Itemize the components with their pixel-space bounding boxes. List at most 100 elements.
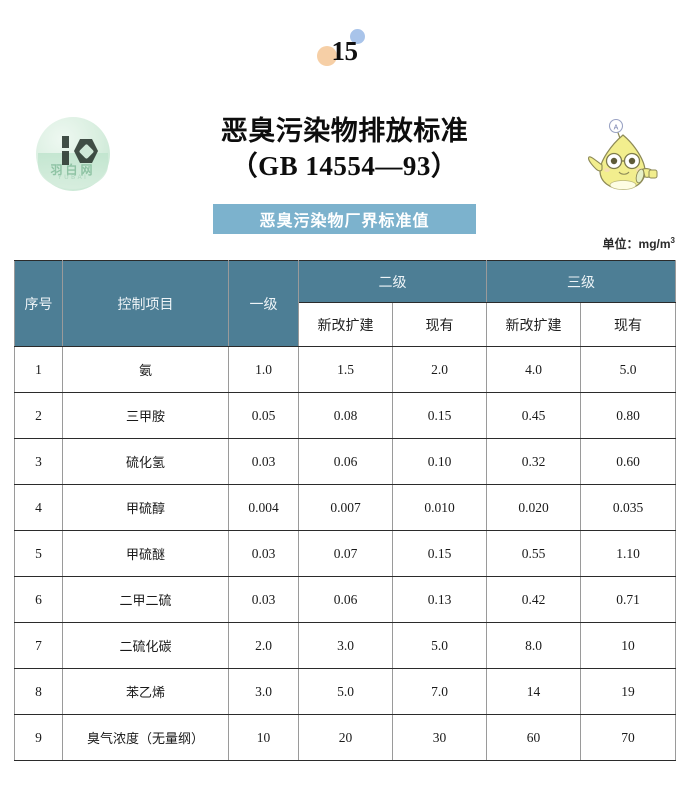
row-level1: 0.03	[228, 576, 299, 623]
row-level3-existing: 1.10	[580, 530, 676, 577]
row-level3-new: 0.45	[486, 392, 581, 439]
col-header-level2-new: 新改扩建	[298, 302, 393, 347]
row-item: 臭气浓度（无量纲）	[62, 714, 229, 761]
table-row: 6 二甲二硫 0.03 0.06 0.13 0.42 0.71	[14, 576, 676, 623]
row-level2-existing: 5.0	[392, 622, 487, 669]
row-level3-existing: 5.0	[580, 346, 676, 393]
badge-orange-circle-icon	[317, 46, 337, 66]
row-level1: 0.03	[228, 438, 299, 485]
row-level1: 3.0	[228, 668, 299, 715]
row-level2-existing: 0.10	[392, 438, 487, 485]
page-number-badge: 15	[0, 24, 689, 70]
row-level2-existing: 2.0	[392, 346, 487, 393]
row-level3-new: 0.42	[486, 576, 581, 623]
row-level3-new: 14	[486, 668, 581, 715]
row-level2-new: 0.06	[298, 438, 393, 485]
row-level3-new: 0.32	[486, 438, 581, 485]
logo-bar-lower-icon	[62, 151, 69, 165]
badge-blue-circle-icon	[350, 29, 365, 44]
row-level3-existing: 10	[580, 622, 676, 669]
row-level2-new: 0.06	[298, 576, 393, 623]
unit-label: 单位：mg/m3	[603, 235, 675, 252]
table-header-row-group: 序号 控制项目 一级 二级 三级	[14, 260, 676, 347]
col-header-level1: 一级	[228, 260, 299, 347]
row-level1: 2.0	[228, 622, 299, 669]
table-row: 1 氨 1.0 1.5 2.0 4.0 5.0	[14, 346, 676, 393]
mascot-svg: A	[588, 118, 658, 190]
row-index: 9	[14, 714, 63, 761]
row-level3-existing: 0.80	[580, 392, 676, 439]
row-item: 甲硫醇	[62, 484, 229, 531]
page-number: 15	[331, 36, 359, 66]
row-level3-new: 0.55	[486, 530, 581, 577]
row-level2-existing: 0.010	[392, 484, 487, 531]
row-level2-existing: 0.15	[392, 530, 487, 577]
col-header-level3: 三级	[486, 260, 676, 303]
table-row: 9 臭气浓度（无量纲） 10 20 30 60 70	[14, 714, 676, 761]
table-row: 7 二硫化碳 2.0 3.0 5.0 8.0 10	[14, 622, 676, 669]
table-header-row-sub: 新改扩建 现有 新改扩建 现有	[15, 302, 676, 347]
col-header-index: 序号	[14, 260, 63, 347]
table-row: 3 硫化氢 0.03 0.06 0.10 0.32 0.60	[14, 438, 676, 485]
row-level2-new: 20	[298, 714, 393, 761]
row-level2-new: 1.5	[298, 346, 393, 393]
row-level2-existing: 30	[392, 714, 487, 761]
row-index: 7	[14, 622, 63, 669]
row-item: 三甲胺	[62, 392, 229, 439]
row-level3-existing: 0.71	[580, 576, 676, 623]
row-level3-existing: 70	[580, 714, 676, 761]
row-index: 8	[14, 668, 63, 715]
section-banner: 恶臭污染物厂界标准值	[213, 204, 476, 234]
col-header-level2: 二级	[298, 260, 487, 303]
standards-table: 序号 控制项目 一级 二级 三级 新改扩建 现有 新改扩建 现有 1 氨 1.0 1.…	[14, 260, 676, 761]
row-level3-new: 8.0	[486, 622, 581, 669]
row-level3-new: 4.0	[486, 346, 581, 393]
table-head: 序号 控制项目 一级 二级 三级 新改扩建 现有 新改扩建 现有	[14, 260, 676, 347]
table-row: 4 甲硫醇 0.004 0.007 0.010 0.020 0.035	[14, 484, 676, 531]
row-level2-new: 0.08	[298, 392, 393, 439]
col-header-level3-existing: 现有	[580, 302, 676, 347]
row-index: 6	[14, 576, 63, 623]
logo-bar-upper-icon	[62, 136, 69, 148]
row-index: 1	[14, 346, 63, 393]
col-header-level2-existing: 现有	[392, 302, 487, 347]
row-index: 5	[14, 530, 63, 577]
title-block: 恶臭污染物排放标准 （GB 14554—93）	[0, 114, 689, 184]
section-banner-label: 恶臭污染物厂界标准值	[259, 213, 430, 230]
row-level2-existing: 0.13	[392, 576, 487, 623]
mascot-illustration: A	[583, 113, 665, 197]
row-item: 二硫化碳	[62, 622, 229, 669]
col-header-item: 控制项目	[62, 260, 229, 347]
row-level2-existing: 7.0	[392, 668, 487, 715]
row-level2-new: 5.0	[298, 668, 393, 715]
row-level2-new: 0.07	[298, 530, 393, 577]
table-row: 2 三甲胺 0.05 0.08 0.15 0.45 0.80	[14, 392, 676, 439]
row-level3-new: 0.020	[486, 484, 581, 531]
row-level3-existing: 0.60	[580, 438, 676, 485]
table-body: 1 氨 1.0 1.5 2.0 4.0 5.0 2 三甲胺 0.05 0.08 0.15 0.45 0.8…	[14, 346, 676, 761]
standards-table-container: 序号 控制项目 一级 二级 三级 新改扩建 现有 新改扩建 现有 1 氨 1.0 1.…	[14, 260, 676, 761]
table-row: 8 苯乙烯 3.0 5.0 7.0 14 19	[14, 668, 676, 715]
logo-name: 羽白网	[50, 163, 96, 177]
row-level1: 0.004	[228, 484, 299, 531]
svg-text:A: A	[614, 125, 619, 132]
row-level2-existing: 0.15	[392, 392, 487, 439]
row-item: 甲硫醚	[62, 530, 229, 577]
row-level2-new: 0.007	[298, 484, 393, 531]
page-subtitle-standard-code: （GB 14554—93）	[230, 151, 459, 181]
row-index: 2	[14, 392, 63, 439]
row-level1: 0.03	[228, 530, 299, 577]
row-item: 二甲二硫	[62, 576, 229, 623]
page-title: 恶臭污染物排放标准	[220, 116, 469, 146]
row-level3-new: 60	[486, 714, 581, 761]
row-item: 氨	[62, 346, 229, 393]
row-item: 硫化氢	[62, 438, 229, 485]
unit-text: 单位：mg/m	[602, 237, 671, 251]
row-level3-existing: 19	[580, 668, 676, 715]
watermark-logo: 羽白网 YUBAI	[36, 117, 110, 191]
row-level1: 1.0	[228, 346, 299, 393]
row-level2-new: 3.0	[298, 622, 393, 669]
row-level1: 0.05	[228, 392, 299, 439]
row-level1: 10	[228, 714, 299, 761]
unit-exponent: 3	[670, 236, 675, 245]
